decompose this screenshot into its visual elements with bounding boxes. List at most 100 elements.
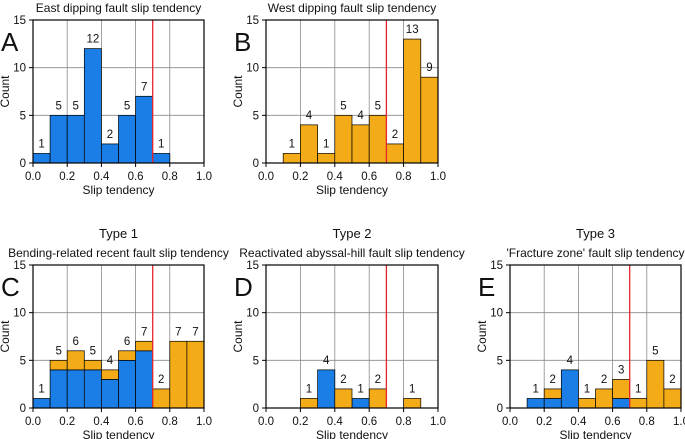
bar-east-0.3 (560, 369, 579, 409)
type-title: Type 1 (99, 226, 138, 241)
y-tick-label: 10 (246, 308, 259, 320)
x-tick-label: 0.0 (502, 416, 518, 428)
bar-west-0.9 (420, 76, 439, 164)
bar-east-0.2 (543, 398, 562, 409)
bar-count-label: 1 (357, 383, 363, 395)
panel-b: West dipping fault slip tendency14154521… (231, 1, 446, 197)
x-tick-label: 1.0 (196, 171, 212, 183)
bar-count-label: 5 (55, 100, 61, 112)
panel-letter: B (234, 27, 251, 57)
bar-west-0.8 (403, 38, 422, 164)
x-tick-label: 0.6 (128, 416, 144, 428)
x-tick-label: 0.8 (396, 416, 412, 428)
y-tick-label: 0 (253, 158, 259, 170)
panel-letter: C (1, 272, 20, 302)
bar-count-label: 3 (618, 364, 624, 376)
bar-count-label: 2 (392, 129, 398, 141)
x-tick-label: 0.4 (93, 171, 110, 183)
x-tick-label: 0.6 (605, 416, 621, 428)
bar-count-label: 4 (567, 355, 574, 367)
bar-count-label: 2 (601, 374, 607, 386)
x-tick-label: 1.0 (673, 416, 685, 428)
bar-west-0.1 (282, 153, 301, 164)
x-tick-label: 0.2 (59, 171, 75, 183)
y-tick-label: 15 (246, 15, 259, 27)
panel-title: West dipping fault slip tendency (268, 1, 437, 15)
bar-east-0.5 (118, 114, 136, 164)
plot-frame (32, 19, 205, 164)
bar-west-0.2 (66, 350, 85, 371)
y-tick-label: 15 (246, 260, 259, 272)
x-tick-label: 0.0 (258, 171, 274, 183)
bar-west-0.2 (300, 124, 318, 164)
y-tick-label: 5 (497, 355, 503, 367)
y-tick-label: 10 (246, 63, 259, 75)
bar-count-label: 1 (584, 383, 590, 395)
y-tick-label: 0 (497, 403, 503, 415)
x-axis-label: Slip tendency (316, 428, 388, 439)
y-tick-label: 10 (490, 308, 503, 320)
x-tick-label: 0.8 (162, 416, 178, 428)
y-tick-label: 5 (253, 110, 259, 122)
bar-east-0.3 (317, 369, 336, 409)
bar-count-label: 1 (532, 383, 538, 395)
bar-count-label: 1 (38, 138, 44, 150)
bar-east-0.7 (152, 153, 171, 164)
x-tick-label: 0.2 (59, 416, 75, 428)
bar-west-0.5 (351, 124, 370, 164)
panel-c: Type 1 Bending-related recent fault slip … (0, 226, 229, 439)
bar-west-0.4 (334, 388, 353, 409)
y-axis-label: Count (475, 320, 489, 353)
panel-d: Type 2 Reactivated abyssal-hill fault sli… (231, 226, 465, 439)
y-tick-label: 5 (20, 110, 26, 122)
bar-east-0.6 (135, 95, 154, 164)
bar-count-label: 5 (340, 100, 346, 112)
bar-east-0.3 (83, 48, 102, 164)
bar-count-label: 1 (306, 383, 312, 395)
bar-count-label: 1 (38, 383, 44, 395)
x-axis-label: Slip tendency (82, 428, 154, 439)
panel-letter: E (478, 272, 495, 302)
bar-east-0.0 (32, 153, 51, 164)
bar-east-0.4 (101, 379, 119, 409)
bar-count-label: 1 (409, 383, 415, 395)
y-axis-label: Count (0, 75, 12, 108)
bar-west-0.4 (578, 398, 596, 409)
panel-letter: D (234, 272, 253, 302)
bar-west-0.6 (135, 340, 154, 352)
y-axis-label: Count (231, 75, 245, 108)
bar-count-label: 1 (323, 138, 329, 150)
bar-west-0.8 (169, 340, 188, 409)
bar-count-label: 13 (406, 24, 419, 36)
bar-count-label: 1 (289, 138, 295, 150)
x-tick-label: 1.0 (430, 171, 446, 183)
bar-west-0.7 (386, 143, 404, 164)
x-tick-label: 0.0 (258, 416, 274, 428)
x-tick-label: 0.4 (327, 416, 344, 428)
bar-count-label: 5 (90, 345, 96, 357)
bar-count-label: 9 (426, 62, 432, 74)
x-axis-label: Slip tendency (82, 183, 154, 197)
bar-east-0.5 (118, 359, 136, 409)
bar-count-label: 2 (669, 374, 675, 386)
x-tick-label: 0.2 (292, 416, 308, 428)
plot-frame (265, 19, 439, 164)
x-tick-label: 0.4 (327, 171, 344, 183)
y-axis-label: Count (231, 320, 245, 353)
bar-west-0.7 (152, 388, 171, 409)
y-tick-label: 0 (20, 158, 26, 170)
plot-frame (509, 264, 682, 409)
bar-count-label: 5 (55, 345, 61, 357)
x-tick-label: 0.8 (396, 171, 412, 183)
bar-east-0.1 (526, 398, 545, 409)
bar-east-0.6 (612, 398, 631, 409)
bar-west-0.9 (186, 340, 205, 409)
x-tick-label: 0.2 (292, 171, 308, 183)
bar-count-label: 2 (158, 374, 164, 386)
bar-count-label: 4 (107, 355, 114, 367)
bar-west-0.4 (334, 114, 353, 164)
bar-west-0.5 (595, 388, 613, 409)
bar-west-0.8 (646, 359, 665, 409)
